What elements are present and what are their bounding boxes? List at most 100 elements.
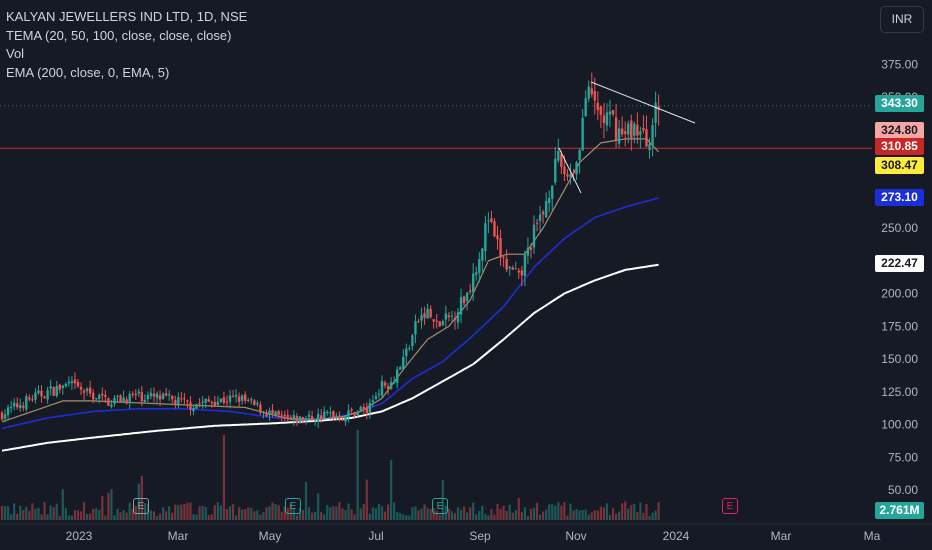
candle[interactable] (268, 410, 271, 416)
candle[interactable] (523, 254, 527, 276)
candle[interactable] (496, 235, 499, 240)
candle[interactable] (581, 117, 584, 151)
candle[interactable] (180, 398, 183, 400)
candle[interactable] (633, 123, 636, 136)
candle[interactable] (456, 312, 460, 323)
volume-value-tag[interactable]: 2.761M (875, 502, 924, 519)
candle[interactable] (380, 381, 384, 396)
candle[interactable] (654, 102, 657, 123)
candle[interactable] (152, 393, 156, 397)
candle[interactable] (122, 397, 125, 403)
candle[interactable] (125, 399, 128, 404)
candle[interactable] (423, 313, 426, 318)
candle[interactable] (617, 128, 621, 144)
candle[interactable] (472, 273, 475, 293)
candle[interactable] (183, 398, 186, 400)
candle[interactable] (371, 400, 375, 403)
candle[interactable] (560, 154, 563, 167)
last-price-tag[interactable]: 343.30 (875, 95, 924, 112)
candle[interactable] (627, 123, 630, 135)
candle[interactable] (274, 411, 277, 416)
candle[interactable] (231, 396, 235, 398)
candle[interactable] (487, 220, 490, 222)
candle[interactable] (25, 396, 28, 410)
candle[interactable] (244, 394, 247, 401)
candle[interactable] (399, 367, 402, 370)
candle[interactable] (277, 411, 280, 416)
candle[interactable] (566, 174, 569, 177)
candle[interactable] (426, 308, 429, 319)
candle[interactable] (332, 411, 335, 419)
candle[interactable] (295, 415, 299, 424)
candle[interactable] (19, 405, 22, 408)
candle[interactable] (532, 224, 536, 248)
candle[interactable] (502, 256, 505, 258)
candle[interactable] (12, 402, 16, 407)
candle[interactable] (195, 404, 198, 409)
candle[interactable] (301, 417, 305, 422)
candle[interactable] (307, 414, 311, 418)
candle[interactable] (46, 390, 49, 400)
candle[interactable] (511, 267, 514, 270)
candle[interactable] (347, 410, 350, 418)
candle[interactable] (52, 387, 55, 396)
tema20-value-tag[interactable]: 308.47 (875, 157, 924, 174)
candle[interactable] (535, 222, 539, 224)
candle[interactable] (459, 297, 463, 315)
candle[interactable] (259, 404, 262, 413)
candle[interactable] (216, 401, 220, 406)
time-axis[interactable]: 2023 Mar May Jul Sep Nov 2024 Mar Ma (0, 523, 932, 543)
candle[interactable] (350, 409, 353, 411)
hline-high-tag[interactable]: 324.80 (875, 122, 924, 139)
candle[interactable] (444, 313, 448, 320)
candle[interactable] (569, 174, 572, 178)
candle[interactable] (541, 211, 545, 215)
candle[interactable] (405, 348, 408, 357)
candle[interactable] (247, 399, 250, 401)
candle[interactable] (377, 393, 381, 395)
candle[interactable] (557, 150, 560, 161)
candle[interactable] (155, 393, 159, 398)
candle[interactable] (34, 392, 37, 400)
candle[interactable] (128, 393, 131, 403)
candle[interactable] (164, 393, 168, 396)
candle[interactable] (262, 411, 265, 413)
candle[interactable] (435, 320, 438, 322)
tema-indicator-label[interactable]: TEMA (20, 50, 100, close, close, close) (6, 27, 232, 43)
candle[interactable] (186, 400, 189, 402)
candle[interactable] (584, 98, 587, 117)
earnings-badge-icon[interactable]: E (432, 498, 448, 514)
candle[interactable] (113, 397, 116, 404)
candle[interactable] (353, 412, 356, 416)
candle[interactable] (362, 407, 365, 410)
candle[interactable] (210, 401, 213, 404)
candle[interactable] (198, 403, 201, 405)
earnings-badge-icon[interactable]: E (285, 498, 301, 514)
candle[interactable] (140, 392, 144, 402)
candle[interactable] (593, 90, 596, 101)
candle[interactable] (85, 388, 89, 392)
earnings-badge-icon[interactable]: E (722, 498, 738, 514)
candle[interactable] (49, 386, 52, 389)
tema50-value-tag[interactable]: 273.10 (875, 189, 924, 206)
candle[interactable] (368, 403, 372, 413)
candle[interactable] (520, 270, 524, 276)
candle[interactable] (508, 266, 511, 269)
candle[interactable] (222, 397, 226, 403)
candle[interactable] (602, 115, 606, 123)
trendlines[interactable] (558, 81, 696, 194)
candle[interactable] (651, 125, 654, 146)
candle[interactable] (417, 321, 420, 323)
candle[interactable] (526, 247, 530, 256)
candle[interactable] (344, 416, 347, 422)
candle[interactable] (110, 404, 113, 407)
candle[interactable] (280, 414, 283, 416)
candle[interactable] (313, 420, 317, 422)
candle[interactable] (323, 411, 326, 419)
candle[interactable] (341, 419, 344, 421)
candle[interactable] (490, 218, 493, 223)
candle[interactable] (639, 131, 642, 135)
candle[interactable] (599, 106, 603, 115)
candle[interactable] (408, 348, 411, 350)
candle[interactable] (31, 399, 34, 401)
